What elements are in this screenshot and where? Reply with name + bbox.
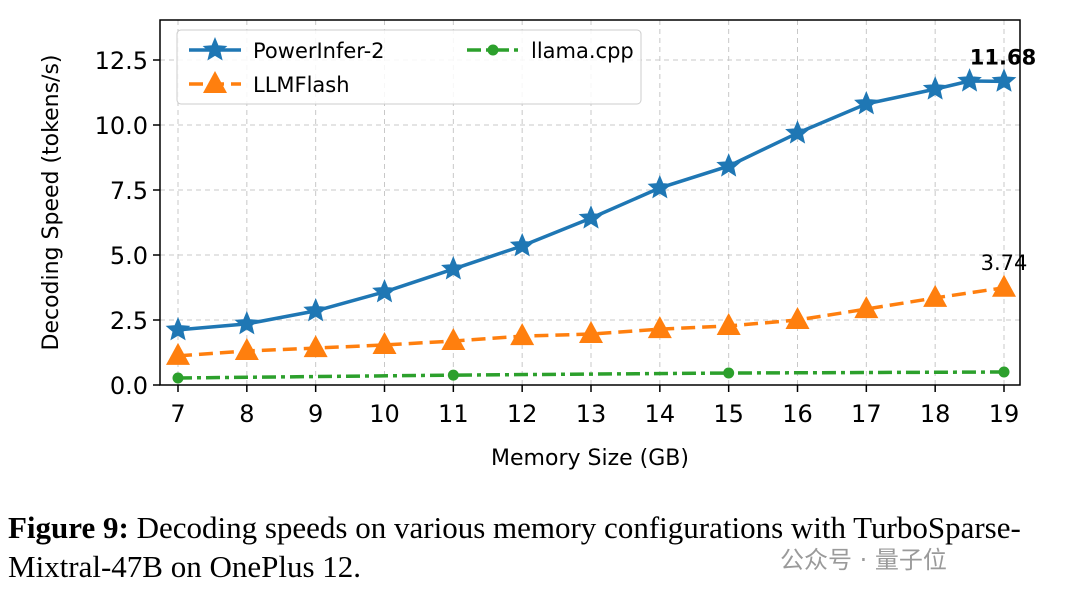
star-marker bbox=[372, 278, 397, 303]
series-llama-cpp bbox=[172, 366, 1010, 384]
legend-circle-marker bbox=[487, 44, 499, 56]
star-marker bbox=[854, 90, 879, 115]
triangle-marker bbox=[923, 284, 948, 307]
legend-label: PowerInfer-2 bbox=[253, 39, 385, 63]
circle-marker bbox=[447, 369, 459, 381]
legend-label: llama.cpp bbox=[531, 39, 634, 63]
figure-caption: Figure 9: Decoding speeds on various mem… bbox=[8, 508, 1078, 586]
star-marker bbox=[509, 232, 535, 257]
x-tick-label: 16 bbox=[782, 400, 813, 428]
y-axis-label: Decoding Speed (tokens/s) bbox=[39, 55, 64, 351]
star-marker bbox=[716, 153, 741, 177]
star-marker bbox=[785, 120, 810, 144]
star-marker bbox=[234, 310, 260, 335]
triangle-marker bbox=[303, 335, 328, 358]
x-tick-label: 10 bbox=[369, 400, 400, 428]
data-label: 3.74 bbox=[981, 251, 1028, 275]
axes-frame bbox=[159, 19, 1021, 386]
triangle-marker bbox=[785, 307, 810, 329]
star-marker bbox=[303, 297, 328, 322]
triangle-marker bbox=[234, 337, 259, 360]
x-tick-label: 9 bbox=[308, 400, 323, 428]
x-tick-label: 14 bbox=[645, 400, 676, 428]
circle-marker bbox=[723, 367, 735, 379]
x-tick-label: 18 bbox=[920, 400, 951, 428]
x-tick-label: 11 bbox=[438, 400, 469, 428]
caption-label: Figure 9: bbox=[8, 510, 129, 545]
triangle-marker bbox=[716, 312, 741, 335]
star-marker bbox=[441, 256, 466, 280]
y-tick-label: 5.0 bbox=[110, 242, 148, 270]
y-tick-label: 10.0 bbox=[95, 112, 148, 140]
legend: PowerInfer-2 LLMFlash llama.cpp bbox=[176, 29, 642, 105]
watermark: 公众号 · 量子位 bbox=[780, 546, 947, 574]
triangle-marker bbox=[441, 328, 466, 351]
star-marker bbox=[922, 76, 948, 100]
y-tick-label: 2.5 bbox=[110, 307, 148, 335]
x-tick-label: 12 bbox=[507, 400, 538, 428]
triangle-marker bbox=[647, 316, 672, 339]
x-tick-label: 13 bbox=[576, 400, 607, 428]
star-marker bbox=[957, 68, 982, 92]
series-powerinfer-2 bbox=[165, 68, 1017, 341]
caption-text: Decoding speeds on various memory config… bbox=[8, 510, 1021, 584]
star-marker bbox=[578, 205, 604, 229]
star-marker bbox=[165, 316, 191, 341]
circle-marker bbox=[172, 372, 184, 384]
series-line bbox=[177, 370, 1005, 380]
x-tick-label: 7 bbox=[170, 400, 185, 428]
line-chart: 7 8 9 10 11 12 13 14 15 16 17 18 19 0.0 2.5 5.0 7.5 10.0 1… bbox=[39, 19, 1036, 471]
triangle-marker bbox=[854, 296, 879, 319]
triangle-marker bbox=[372, 331, 397, 354]
legend-star-marker bbox=[202, 37, 228, 61]
star-marker bbox=[647, 174, 673, 199]
data-label: 11.68 bbox=[970, 45, 1036, 69]
triangle-marker bbox=[579, 321, 603, 344]
x-tick-label: 17 bbox=[851, 400, 882, 428]
triangle-marker bbox=[510, 323, 535, 346]
star-marker bbox=[991, 68, 1017, 92]
y-tick-label: 0.0 bbox=[110, 372, 148, 400]
legend-label: LLMFlash bbox=[253, 73, 350, 97]
series-line bbox=[177, 79, 1005, 332]
x-axis-label: Memory Size (GB) bbox=[491, 446, 689, 471]
x-tick-label: 15 bbox=[713, 400, 744, 428]
x-tick-label: 8 bbox=[239, 400, 254, 428]
triangle-marker bbox=[992, 274, 1016, 297]
y-tick-label: 7.5 bbox=[110, 177, 148, 205]
circle-marker bbox=[998, 366, 1010, 378]
triangle-marker bbox=[166, 342, 190, 365]
y-tick-label: 12.5 bbox=[95, 47, 148, 75]
legend-triangle-marker bbox=[203, 71, 227, 93]
legend-box bbox=[176, 29, 642, 105]
x-tick-label: 19 bbox=[989, 400, 1020, 428]
series-llmflash bbox=[166, 274, 1016, 365]
